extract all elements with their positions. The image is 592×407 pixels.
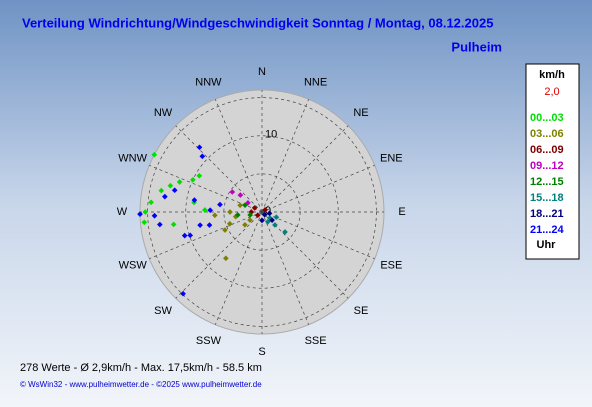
point — [265, 218, 271, 225]
point — [148, 199, 154, 206]
spoke — [261, 211, 375, 260]
point — [282, 229, 288, 235]
point — [217, 201, 223, 208]
note: © WsWin32 - www.pulheimwetter.de - ©2025… — [20, 380, 262, 389]
direction-label: SW — [154, 305, 172, 317]
chart-title: Verteilung Windrichtung/Windgeschwindigk… — [22, 15, 493, 30]
direction-label: SSE — [305, 335, 327, 347]
grid-ring — [147, 97, 377, 327]
r-tick-label: 10 — [265, 129, 277, 141]
spoke — [261, 164, 375, 213]
direction-label: SE — [354, 305, 369, 317]
point — [137, 211, 143, 217]
point — [157, 221, 163, 228]
point — [251, 205, 258, 211]
point — [207, 207, 214, 214]
grid-ring — [185, 135, 339, 289]
point — [212, 212, 218, 219]
legend-entry: 12...15 — [530, 176, 564, 188]
legend-entry: 15...18 — [530, 192, 564, 204]
point — [266, 210, 273, 217]
direction-label: W — [117, 206, 128, 218]
point — [197, 222, 203, 228]
grid-ring — [223, 173, 301, 251]
direction-label: SSW — [196, 335, 222, 347]
legend-footer: Uhr — [537, 239, 557, 251]
point — [196, 144, 203, 151]
point — [262, 207, 268, 213]
legend-entry: 00...03 — [530, 112, 564, 124]
spoke — [149, 211, 263, 260]
point — [196, 172, 203, 179]
point — [226, 220, 233, 227]
legend-entry: 21...24 — [530, 224, 565, 236]
point — [176, 179, 183, 185]
legend-entry: 03...06 — [530, 128, 564, 140]
spoke — [261, 99, 310, 213]
point — [151, 151, 158, 158]
direction-label: NW — [154, 107, 173, 119]
point — [151, 212, 158, 219]
note: 278 Werte - Ø 2,9km/h - Max. 17,5km/h - … — [20, 362, 262, 374]
spoke — [261, 211, 310, 325]
legend-box — [525, 63, 580, 260]
point — [158, 187, 165, 194]
spoke — [261, 211, 349, 299]
legend-entry: 06...09 — [530, 144, 564, 156]
direction-label: NNE — [304, 77, 327, 89]
spoke — [175, 125, 263, 213]
point — [272, 222, 278, 228]
point — [227, 209, 233, 215]
point — [242, 202, 248, 208]
point — [237, 192, 244, 198]
point — [223, 255, 229, 262]
point — [259, 217, 265, 224]
point — [247, 217, 253, 223]
direction-label: ENE — [380, 152, 403, 164]
legend-entry: 09...12 — [530, 160, 564, 172]
point — [142, 209, 149, 215]
point — [237, 202, 243, 209]
point — [191, 197, 198, 203]
chart-subtitle: Pulheim — [451, 39, 502, 54]
point — [269, 217, 275, 223]
point — [199, 153, 206, 160]
spoke — [261, 125, 349, 213]
point — [190, 176, 196, 183]
point — [273, 214, 280, 221]
point — [222, 227, 228, 233]
point — [242, 222, 248, 228]
direction-label: N — [258, 66, 266, 78]
direction-label: E — [398, 206, 405, 218]
point — [180, 290, 186, 297]
direction-label: WSW — [119, 259, 148, 271]
legend-title: km/h — [539, 69, 565, 81]
point — [202, 207, 208, 213]
point — [187, 232, 194, 239]
direction-label: NNW — [195, 77, 222, 89]
point — [229, 189, 236, 195]
r-tick-label: 0 — [265, 205, 271, 217]
spoke — [214, 211, 263, 325]
direction-label: S — [258, 346, 265, 358]
spoke — [175, 211, 263, 299]
point — [181, 232, 188, 239]
legend-value: 2,0 — [544, 86, 559, 98]
point — [206, 222, 213, 228]
legend-entry: 18...21 — [530, 208, 564, 220]
point — [167, 182, 174, 189]
point — [247, 212, 253, 218]
spoke — [214, 99, 263, 213]
point — [234, 212, 241, 218]
point — [170, 221, 177, 228]
point — [171, 187, 178, 194]
point — [162, 193, 168, 200]
direction-label: WNW — [118, 152, 147, 164]
point — [261, 211, 268, 218]
direction-label: ESE — [380, 259, 402, 271]
point — [141, 219, 148, 226]
direction-label: NE — [353, 107, 368, 119]
